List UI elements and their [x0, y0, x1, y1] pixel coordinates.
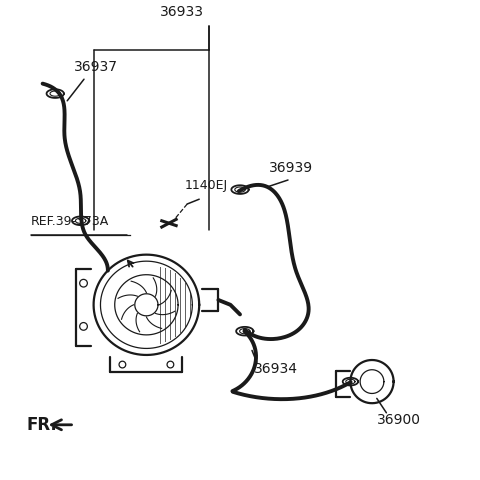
Circle shape — [119, 361, 126, 368]
Text: 36937: 36937 — [74, 60, 119, 74]
Text: 1140EJ: 1140EJ — [185, 179, 228, 192]
Text: REF.39-373A: REF.39-373A — [31, 215, 109, 228]
Circle shape — [80, 323, 87, 330]
Text: FR.: FR. — [26, 417, 57, 434]
Text: 36934: 36934 — [254, 362, 299, 376]
Text: 36939: 36939 — [269, 161, 313, 175]
Text: 36933: 36933 — [160, 5, 204, 19]
Circle shape — [167, 361, 174, 368]
Circle shape — [80, 279, 87, 287]
Text: 36900: 36900 — [377, 413, 421, 427]
